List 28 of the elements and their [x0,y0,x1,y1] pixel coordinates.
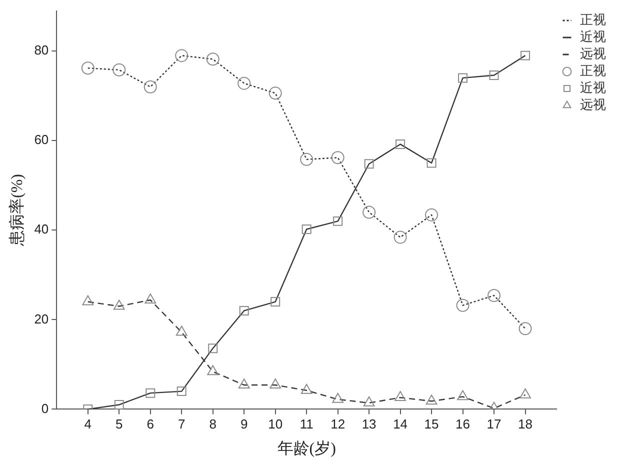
x-tick-label: 6 [146,416,154,432]
y-tick-label: 0 [41,400,49,416]
y-tick-label: 80 [34,42,49,58]
x-tick-label: 11 [300,416,314,432]
text: 远视 [580,46,606,62]
text: 近视 [580,30,606,45]
x-tick-label: 15 [424,416,439,432]
x-tick-label: 8 [209,416,216,432]
x-tick-label: 10 [268,416,283,432]
x-axis-title: 年龄(岁) [277,440,336,458]
x-tick-label: 18 [518,416,532,432]
x-tick-label: 7 [178,416,186,432]
x-tick-label: 12 [330,416,346,432]
x-tick-label: 17 [486,416,502,432]
y-tick-label: 60 [34,132,49,148]
x-tick-label: 14 [393,416,408,432]
legend-label: 远视 [580,98,606,113]
x-tick-label: 9 [240,416,248,432]
text: 正视 [580,12,606,28]
x-tick-label: 5 [116,416,123,432]
x-tick-label: 4 [84,416,92,432]
y-axis-title: 患病率(%) [8,174,26,247]
legend-label: 正视 [580,64,606,79]
y-tick-label: 40 [34,222,49,237]
y-tick-label: 20 [34,311,49,326]
x-tick-label: 16 [456,416,470,432]
legend-label: 近视 [580,80,606,96]
x-tick-label: 13 [362,416,376,432]
